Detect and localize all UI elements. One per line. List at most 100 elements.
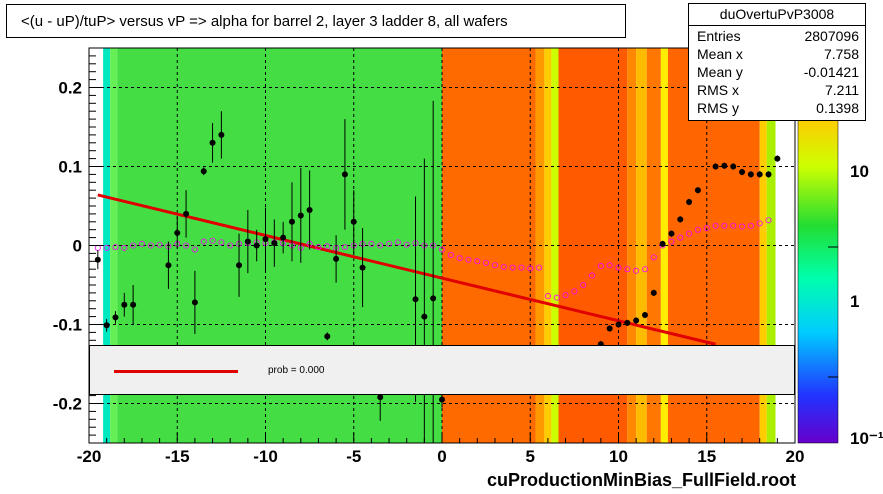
mean-marker <box>694 226 701 233</box>
profile-marker <box>130 301 137 308</box>
mean-marker <box>147 242 154 249</box>
profile-marker <box>694 187 701 194</box>
profile-point <box>94 250 101 270</box>
profile-point <box>297 168 304 263</box>
mean-marker <box>650 254 657 261</box>
x-tick-label: 20 <box>786 447 805 466</box>
profile-marker <box>774 155 781 162</box>
profile-marker <box>412 296 419 303</box>
stats-box: duOvertuPvP3008 Entries 2807096 Mean x 7… <box>688 3 866 121</box>
mean-marker <box>121 244 128 251</box>
profile-marker <box>209 139 216 146</box>
mean-marker <box>527 265 534 272</box>
y-tick-label: -0.2 <box>53 395 82 414</box>
legend-label: prob = 0.000 <box>268 365 325 376</box>
mean-marker <box>103 244 110 251</box>
mean-marker <box>562 292 569 299</box>
profile-point <box>650 289 657 297</box>
profile-marker <box>686 199 693 206</box>
profile-marker <box>253 242 260 249</box>
mean-marker <box>571 288 578 295</box>
stats-key: Entries <box>697 28 741 44</box>
profile-point <box>615 321 622 328</box>
profile-point <box>633 317 640 324</box>
profile-marker <box>606 325 613 332</box>
profile-point <box>668 230 675 237</box>
profile-marker <box>756 171 763 178</box>
y-axis: 0.2 0.1 0 -0.1 -0.2 <box>53 47 103 444</box>
mean-marker <box>739 223 746 230</box>
profile-point <box>209 123 216 163</box>
profile-marker <box>341 171 348 178</box>
profile-point <box>606 325 613 332</box>
mean-marker <box>500 263 507 270</box>
x-tick-label: 5 <box>526 447 535 466</box>
profile-marker <box>350 218 357 225</box>
profile-point <box>218 111 225 159</box>
mean-marker <box>491 262 498 269</box>
profile-marker <box>747 171 754 178</box>
mean-marker <box>721 222 728 229</box>
heatmap-band <box>766 48 776 443</box>
profile-point <box>191 270 198 334</box>
mean-marker <box>200 238 207 245</box>
profile-marker <box>677 216 684 223</box>
stats-key: RMS y <box>697 100 739 116</box>
profile-point <box>359 228 366 308</box>
profile-marker <box>94 256 101 263</box>
profile-marker <box>297 212 304 219</box>
mean-marker <box>580 281 587 288</box>
profile-marker <box>244 238 251 245</box>
profile-marker <box>271 240 278 247</box>
stats-value: 7.211 <box>825 82 859 98</box>
mean-marker <box>686 230 693 237</box>
profile-marker <box>624 319 631 326</box>
profile-point <box>262 207 269 271</box>
profile-point <box>641 311 648 319</box>
mean-marker <box>209 237 216 244</box>
stats-value: 0.1398 <box>816 100 859 116</box>
profile-point <box>730 163 737 170</box>
stats-separator <box>689 25 865 26</box>
profile-point <box>103 318 110 332</box>
mean-marker <box>606 262 613 269</box>
profile-point <box>739 168 746 176</box>
profile-marker <box>615 321 622 328</box>
color-scale-label: 1 <box>850 292 859 311</box>
profile-marker <box>280 234 287 241</box>
profile-point <box>333 235 340 283</box>
profile-point <box>747 171 754 178</box>
profile-marker <box>333 255 340 262</box>
profile-point <box>271 219 278 267</box>
profile-marker <box>650 289 657 296</box>
stats-row-rms-y: RMS y 0.1398 <box>697 100 859 118</box>
mean-marker <box>615 264 622 271</box>
mean-marker <box>747 222 754 229</box>
profile-point <box>765 171 772 178</box>
title-box: <(u - uP)/tuP> versus vP => alpha for ba… <box>6 4 626 38</box>
profile-point <box>686 198 693 206</box>
mean-marker <box>756 220 763 227</box>
profile-point <box>174 217 181 249</box>
profile-marker <box>739 169 746 176</box>
profile-marker <box>721 162 728 169</box>
profile-point <box>624 319 631 327</box>
stats-key: Mean y <box>697 64 743 80</box>
mean-marker <box>130 242 137 249</box>
mean-marker <box>438 246 445 253</box>
profile-point <box>280 221 287 254</box>
stats-row-rms-x: RMS x 7.211 <box>697 82 859 100</box>
y-tick-label: 0.1 <box>58 158 82 177</box>
profile-point <box>350 190 357 254</box>
mean-marker <box>394 239 401 246</box>
profile-marker <box>262 236 269 243</box>
profile-point <box>659 240 666 248</box>
x-tick-label: -20 <box>77 447 102 466</box>
profile-marker <box>712 163 719 170</box>
mean-marker <box>377 242 384 249</box>
profile-marker <box>641 312 648 319</box>
mean-marker <box>536 264 543 271</box>
grid-lines <box>89 48 795 443</box>
profile-marker <box>183 210 190 217</box>
profile-marker <box>112 314 119 321</box>
